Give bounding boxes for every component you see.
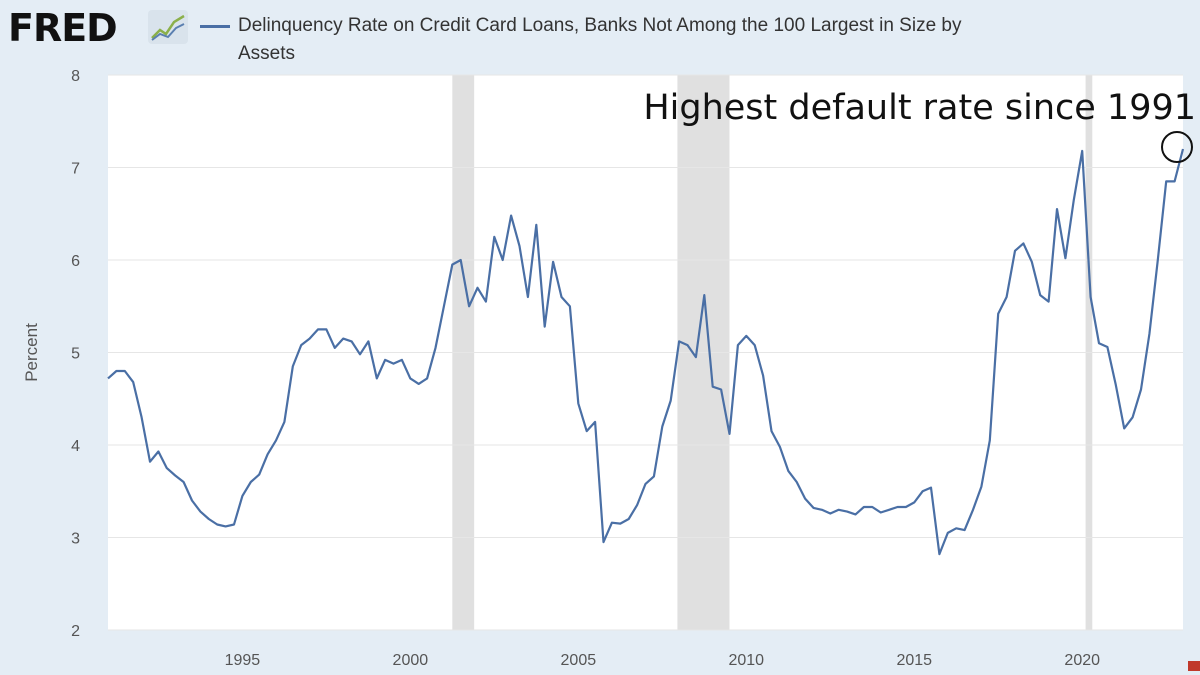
x-tick-label: 2000 [393,652,429,669]
fred-logo[interactable]: FRED [8,6,118,50]
y-tick-label: 7 [71,161,80,178]
x-tick-label: 2010 [728,652,764,669]
y-tick-label: 5 [71,346,80,363]
y-axis-label: Percent [22,323,41,382]
grid-lines [108,74,1183,631]
y-tick-label: 6 [71,253,80,270]
annotation-text: Highest default rate since 1991 [643,88,1196,128]
x-axis-ticks: 1995 2000 2005 2010 2015 2020 [225,652,1101,669]
corner-badge [1188,661,1200,671]
y-tick-label: 3 [71,531,80,548]
x-tick-label: 2015 [896,652,932,669]
y-axis-ticks: 2 3 4 5 6 7 8 [71,68,80,640]
annotation-circle [1161,131,1193,163]
x-tick-label: 2020 [1064,652,1100,669]
y-tick-label: 8 [71,68,80,85]
line-chart-icon [148,10,188,44]
chart-header: FRED Delinquency Rate on Credit Card Loa… [0,0,1200,74]
series-layer [107,148,1185,556]
y-tick-label: 2 [71,623,80,640]
y-tick-label: 4 [71,438,80,455]
x-tick-label: 1995 [225,652,261,669]
series-line [107,148,1185,556]
legend-line-swatch [200,25,230,28]
x-tick-label: 2005 [561,652,597,669]
legend-series-label: Delinquency Rate on Credit Card Loans, B… [238,15,962,64]
